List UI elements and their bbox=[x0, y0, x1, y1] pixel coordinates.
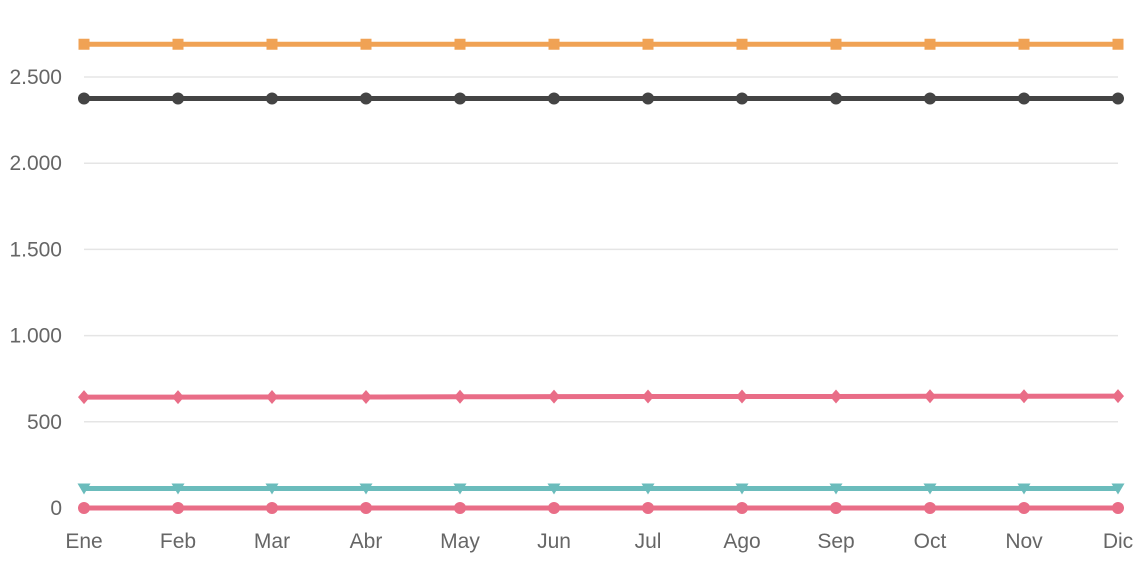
data-point bbox=[78, 38, 90, 50]
data-point bbox=[360, 38, 372, 50]
grid-lines bbox=[84, 76, 1118, 509]
y-tick-label: 1.500 bbox=[9, 238, 62, 261]
series-2 bbox=[78, 92, 1124, 105]
data-point bbox=[736, 389, 748, 404]
y-tick-label: 2.500 bbox=[9, 66, 62, 89]
data-point bbox=[1018, 38, 1030, 50]
data-point bbox=[172, 502, 184, 514]
x-tick-label: Nov bbox=[1005, 530, 1043, 553]
data-point bbox=[266, 92, 278, 105]
data-point bbox=[642, 389, 654, 404]
data-point bbox=[172, 390, 184, 405]
data-point bbox=[454, 38, 466, 50]
series-3 bbox=[78, 389, 1124, 405]
data-point bbox=[266, 38, 278, 50]
data-point bbox=[77, 483, 91, 495]
data-point bbox=[1112, 38, 1124, 50]
y-tick-label: 2.000 bbox=[9, 152, 62, 175]
data-point bbox=[924, 502, 936, 514]
x-tick-label: Jun bbox=[537, 530, 571, 553]
x-tick-label: Ene bbox=[65, 530, 102, 553]
x-tick-label: Oct bbox=[914, 530, 947, 553]
data-point bbox=[830, 502, 842, 514]
data-point bbox=[830, 38, 842, 50]
data-point bbox=[547, 483, 561, 495]
x-tick-label: May bbox=[440, 530, 480, 553]
data-point bbox=[266, 502, 278, 514]
data-point bbox=[642, 502, 654, 514]
data-point bbox=[454, 389, 466, 404]
x-tick-label: Jul bbox=[635, 530, 662, 553]
x-tick-label: Dic bbox=[1103, 530, 1133, 553]
series-5 bbox=[78, 502, 1124, 514]
series bbox=[77, 38, 1125, 514]
data-point bbox=[641, 483, 655, 495]
data-point bbox=[78, 92, 90, 105]
data-point bbox=[1017, 483, 1031, 495]
data-point bbox=[172, 38, 184, 50]
data-point bbox=[266, 389, 278, 404]
x-tick-label: Sep bbox=[817, 530, 854, 553]
data-point bbox=[1112, 389, 1124, 404]
data-point bbox=[78, 390, 90, 405]
data-point bbox=[829, 483, 843, 495]
data-point bbox=[924, 389, 936, 404]
data-point bbox=[453, 483, 467, 495]
x-tick-label: Feb bbox=[160, 530, 196, 553]
data-point bbox=[548, 38, 560, 50]
data-point bbox=[1112, 502, 1124, 514]
data-point bbox=[736, 38, 748, 50]
data-point bbox=[78, 502, 90, 514]
data-point bbox=[1018, 502, 1030, 514]
y-tick-label: 0 bbox=[50, 497, 62, 520]
data-point bbox=[642, 38, 654, 50]
data-point bbox=[548, 502, 560, 514]
x-axis: Ene Feb Mar Abr May Jun Jul Ago Sep Oct Nov Dic bbox=[65, 530, 1133, 553]
data-point bbox=[454, 92, 466, 105]
data-point bbox=[265, 483, 279, 495]
data-point bbox=[454, 502, 466, 514]
data-point bbox=[924, 38, 936, 50]
data-point bbox=[172, 92, 184, 105]
data-point bbox=[923, 483, 937, 495]
series-4 bbox=[77, 483, 1125, 495]
data-point bbox=[1111, 483, 1125, 495]
data-point bbox=[548, 92, 560, 105]
data-point bbox=[359, 483, 373, 495]
data-point bbox=[360, 389, 372, 404]
x-tick-label: Mar bbox=[254, 530, 290, 553]
data-point bbox=[1112, 92, 1124, 105]
data-point bbox=[360, 502, 372, 514]
data-point bbox=[736, 92, 748, 105]
data-point bbox=[736, 502, 748, 514]
data-point bbox=[735, 483, 749, 495]
series-line bbox=[81, 393, 1121, 400]
data-point bbox=[171, 483, 185, 495]
y-tick-label: 1.000 bbox=[9, 325, 62, 348]
y-tick-label: 500 bbox=[27, 411, 62, 434]
data-point bbox=[830, 92, 842, 105]
data-point bbox=[360, 92, 372, 105]
x-tick-label: Abr bbox=[350, 530, 383, 553]
data-point bbox=[1018, 92, 1030, 105]
series-1 bbox=[78, 38, 1124, 50]
y-axis: 0 500 1.000 1.500 2.000 2.500 bbox=[9, 66, 62, 520]
data-point bbox=[642, 92, 654, 105]
data-point bbox=[548, 389, 560, 404]
data-point bbox=[924, 92, 936, 105]
data-point bbox=[1018, 389, 1030, 404]
x-tick-label: Ago bbox=[723, 530, 760, 553]
data-point bbox=[830, 389, 842, 404]
